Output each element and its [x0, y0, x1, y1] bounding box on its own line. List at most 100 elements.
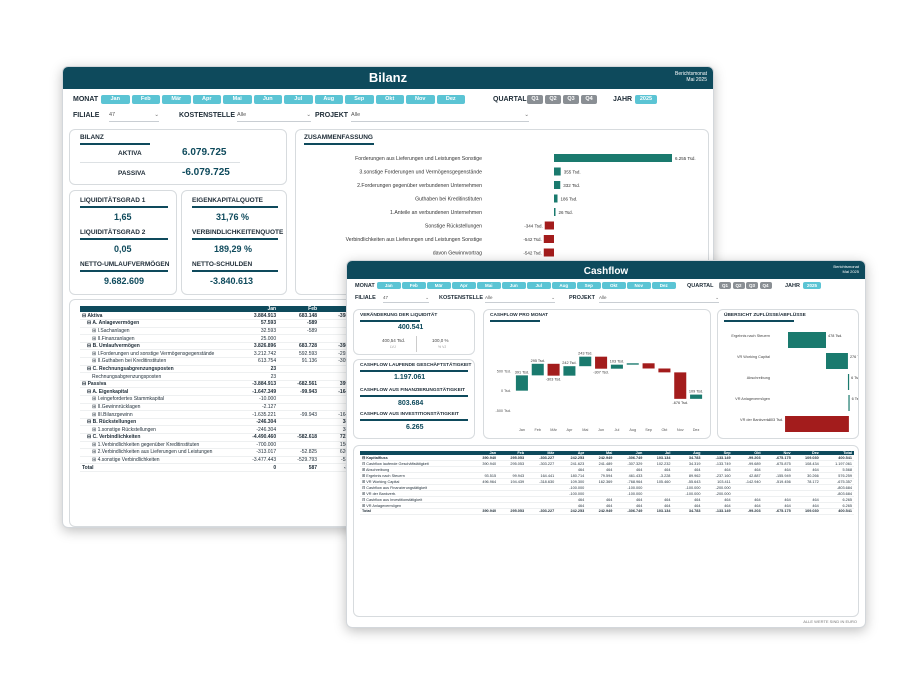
table-row[interactable]: ⊞ VR der Bankverb. -100.000 -100.000 -100.0…	[360, 490, 854, 498]
month-button-apr[interactable]: Apr	[452, 282, 476, 289]
summary-bar[interactable]	[544, 221, 554, 230]
filiale-dropdown[interactable]: 47 ⌄	[383, 295, 429, 303]
kostenstelle-dropdown[interactable]: Alle ⌄	[237, 112, 311, 122]
flows-bar[interactable]	[847, 374, 850, 390]
month-button-jul[interactable]: Jul	[527, 282, 551, 289]
projekt-dropdown[interactable]: Alle ⌄	[599, 295, 719, 303]
flows-bar[interactable]	[848, 395, 850, 411]
month-button-feb[interactable]: Feb	[131, 95, 160, 104]
flows-bar[interactable]	[788, 332, 826, 348]
monthly-bar[interactable]	[642, 363, 655, 369]
monthly-bar[interactable]	[595, 356, 608, 369]
filiale-dropdown[interactable]: 47 ⌄	[109, 112, 159, 122]
column-header[interactable]: Jan	[230, 306, 279, 312]
table-row[interactable]: ⊟ C. Rechnungsabgrenzungsposten 23	[80, 365, 360, 374]
quarter-button-q2[interactable]: Q2	[732, 282, 745, 289]
kostenstelle-dropdown[interactable]: Alle ⌄	[485, 295, 555, 303]
month-button-feb[interactable]: Feb	[402, 282, 426, 289]
projekt-dropdown[interactable]: Alle ⌄	[351, 112, 529, 122]
column-header[interactable]: Mai	[586, 451, 615, 455]
month-button-jun[interactable]: Jun	[253, 95, 282, 104]
month-button-nov[interactable]: Nov	[627, 282, 651, 289]
column-header[interactable]: Nov	[762, 451, 793, 455]
table-row[interactable]: ⊞ II.Guthaben bei Kreditinstituten 613.75…	[80, 357, 360, 366]
quarter-button-q3[interactable]: Q3	[746, 282, 758, 289]
month-button-mär[interactable]: Mär	[162, 95, 191, 104]
summary-bar[interactable]	[554, 167, 561, 176]
month-button-okt[interactable]: Okt	[602, 282, 626, 289]
monthly-bar[interactable]	[579, 356, 592, 367]
month-button-dez[interactable]: Dez	[652, 282, 676, 289]
column-header[interactable]: Total	[820, 451, 854, 455]
column-header[interactable]: Jun	[614, 451, 645, 455]
summary-bar[interactable]	[554, 194, 558, 203]
table-row[interactable]: ⊞ VR Anlagevermögen 464 464 464 464 464 464 464…	[360, 502, 854, 510]
table-row[interactable]: ⊟ B. Rückstellungen-246.30438.089	[80, 418, 360, 427]
month-button-sep[interactable]: Sep	[345, 95, 374, 104]
flows-bar[interactable]	[785, 416, 849, 432]
column-header[interactable]: Jul	[644, 451, 673, 455]
table-row[interactable]: ⊟ Cashflow aus Finanzierungstätigkeit -10…	[360, 484, 854, 492]
quarter-button-q3[interactable]: Q3	[563, 95, 579, 104]
column-header[interactable]	[80, 306, 230, 312]
column-header[interactable]: Dez	[792, 451, 821, 455]
quarter-button-q2[interactable]: Q2	[545, 95, 561, 104]
column-header[interactable]: Sep	[702, 451, 733, 455]
table-row[interactable]: ⊟ Cashflow aus Investitionstätigkeit 464 4…	[360, 496, 854, 504]
month-button-apr[interactable]: Apr	[192, 95, 221, 104]
column-header[interactable]: Feb	[498, 451, 527, 455]
table-row[interactable]: ⊞ I.Forderungen und sonstige Vermögensge…	[80, 349, 360, 359]
table-row[interactable]: ⊞ II.Gewinnrücklagen -2.127	[80, 403, 360, 412]
column-header[interactable]: Aug	[672, 451, 703, 455]
monthly-bar[interactable]	[531, 363, 544, 376]
year-button[interactable]: 2025	[803, 282, 821, 289]
year-button[interactable]: 2025	[635, 95, 657, 104]
summary-bar[interactable]	[554, 181, 561, 189]
table-row[interactable]: ⊞ Ergebnis nach Steuern 93.515 99.943 164.4…	[360, 472, 854, 480]
column-header[interactable]: Mär	[526, 451, 557, 455]
table-row[interactable]: Rechnungsabgrenzungsposten 23	[80, 372, 360, 381]
month-button-jan[interactable]: Jan	[101, 95, 130, 104]
summary-bar[interactable]	[543, 248, 554, 257]
column-header[interactable]: Feb	[278, 306, 320, 312]
table-row[interactable]: ⊟ C. Verbindlichkeiten -4.490.460 -582.618…	[80, 433, 360, 442]
table-row[interactable]: ⊟ A. Eigenkapital-1.647.349-99.943-164.4…	[80, 387, 360, 397]
column-header[interactable]: Jan	[470, 451, 499, 455]
monthly-bar[interactable]	[610, 364, 623, 369]
monthly-bar[interactable]	[674, 372, 687, 399]
table-row[interactable]: ⊞ I.eingefordertes Stammkapital -10.000	[80, 395, 360, 404]
table-row[interactable]: Total 390.940 295.053 -303.227 242.253 242.94…	[360, 508, 854, 515]
column-header[interactable]	[360, 451, 470, 455]
month-button-nov[interactable]: Nov	[406, 95, 435, 104]
monthly-bar[interactable]	[658, 368, 671, 373]
quarter-button-q4[interactable]: Q4	[759, 282, 772, 289]
quarter-button-q4[interactable]: Q4	[581, 95, 597, 104]
table-row[interactable]: ⊟ Cashflow laufende Geschäftstätigkeit 39…	[360, 460, 854, 468]
summary-bar[interactable]	[554, 154, 672, 162]
quarter-button-q1[interactable]: Q1	[527, 95, 543, 104]
table-row[interactable]: ⊞ III.Bilanzgewinn-1.635.221-99.943-164.…	[80, 410, 360, 419]
monthly-bar[interactable]	[690, 394, 703, 399]
table-row[interactable]: ⊟ Passiva-3.884.913-682.561399.961	[80, 380, 360, 389]
column-header[interactable]: Apr	[556, 451, 587, 455]
month-button-mai[interactable]: Mai	[223, 95, 252, 104]
month-button-mär[interactable]: Mär	[427, 282, 451, 289]
table-row[interactable]: ⊟ B. Umlaufvermögen3.826.896683.728-398.…	[80, 342, 360, 351]
summary-bar[interactable]	[543, 235, 554, 243]
flows-bar[interactable]	[826, 353, 848, 369]
table-row[interactable]: ⊞ 4.sonstige Verbindlichkeiten -3.477.443…	[80, 456, 360, 465]
table-row[interactable]: ⊞ VR Working Capital 496.964 194.439 -318.6…	[360, 478, 854, 486]
table-row[interactable]: ⊞ 2.Verbindlichkeiten aus Lieferungen un…	[80, 448, 360, 457]
month-button-okt[interactable]: Okt	[375, 95, 404, 104]
month-button-jun[interactable]: Jun	[502, 282, 526, 289]
month-button-sep[interactable]: Sep	[577, 282, 601, 289]
month-button-jul[interactable]: Jul	[284, 95, 313, 104]
table-row[interactable]: ⊞ 1.Verbindlichkeiten gegenüber Kreditin…	[80, 441, 360, 450]
monthly-bar[interactable]	[626, 363, 639, 365]
monthly-bar[interactable]	[547, 363, 560, 376]
table-row[interactable]: ⊞ 1.sonstige Rückstellungen-246.30438.08…	[80, 425, 360, 434]
